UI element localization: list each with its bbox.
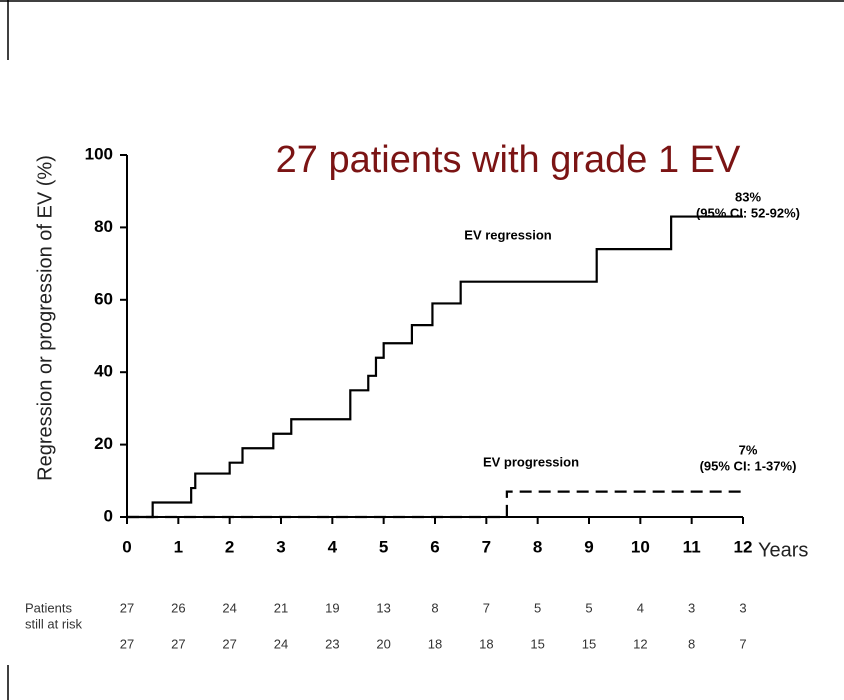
annotation: 7% [739,442,758,457]
risk-count: 7 [483,600,490,615]
risk-count: 15 [530,636,544,651]
risk-count: 8 [431,600,438,615]
series-line [127,215,743,519]
x-tick-label: 10 [631,537,650,556]
x-tick-label: 3 [276,537,285,556]
risk-count: 3 [688,600,695,615]
risk-count: 13 [376,600,390,615]
y-axis-label: Regression or progression of EV (%) [34,155,56,481]
x-tick-label: 9 [584,537,593,556]
x-tick-label: 8 [533,537,542,556]
risk-count: 20 [376,636,390,651]
y-tick-label: 20 [94,434,113,453]
risk-count: 18 [428,636,442,651]
y-tick-label: 80 [94,217,113,236]
risk-count: 19 [325,600,339,615]
series-label: EV progression [483,454,579,469]
y-tick-label: 100 [85,144,113,163]
risk-count: 21 [274,600,288,615]
x-tick-label: 4 [328,537,338,556]
risk-count: 27 [120,636,134,651]
risk-count: 27 [222,636,236,651]
annotation: 83% [735,189,761,204]
y-tick-label: 0 [104,506,113,525]
risk-count: 5 [534,600,541,615]
risk-count: 15 [582,636,596,651]
x-tick-label: 5 [379,537,388,556]
annotation: (95% CI: 52-92%) [696,205,800,220]
risk-count: 3 [739,600,746,615]
y-tick-label: 60 [94,289,113,308]
x-tick-label: 2 [225,537,234,556]
risk-count: 27 [171,636,185,651]
risk-count: 4 [637,600,644,615]
risk-count: 24 [274,636,288,651]
x-tick-label: 0 [122,537,131,556]
risk-count: 12 [633,636,647,651]
annotation: (95% CI: 1-37%) [700,458,797,473]
x-tick-label: 7 [482,537,491,556]
x-tick-label: 1 [174,537,183,556]
risk-table-label: Patients [25,600,72,615]
x-tick-label: 6 [430,537,439,556]
risk-count: 8 [688,636,695,651]
risk-count: 24 [222,600,236,615]
series-line [127,490,743,519]
risk-count: 26 [171,600,185,615]
risk-count: 27 [120,600,134,615]
x-tick-label: 12 [734,537,753,556]
risk-count: 7 [739,636,746,651]
series-label: EV regression [464,227,551,242]
chart-title: 27 patients with grade 1 EV [276,139,741,181]
x-axis-label: Years [758,539,808,561]
risk-count: 23 [325,636,339,651]
x-tick-label: 11 [683,537,701,556]
risk-count: 5 [585,600,592,615]
y-tick-label: 40 [94,362,113,381]
risk-count: 18 [479,636,493,651]
risk-table-label: still at risk [25,616,83,631]
